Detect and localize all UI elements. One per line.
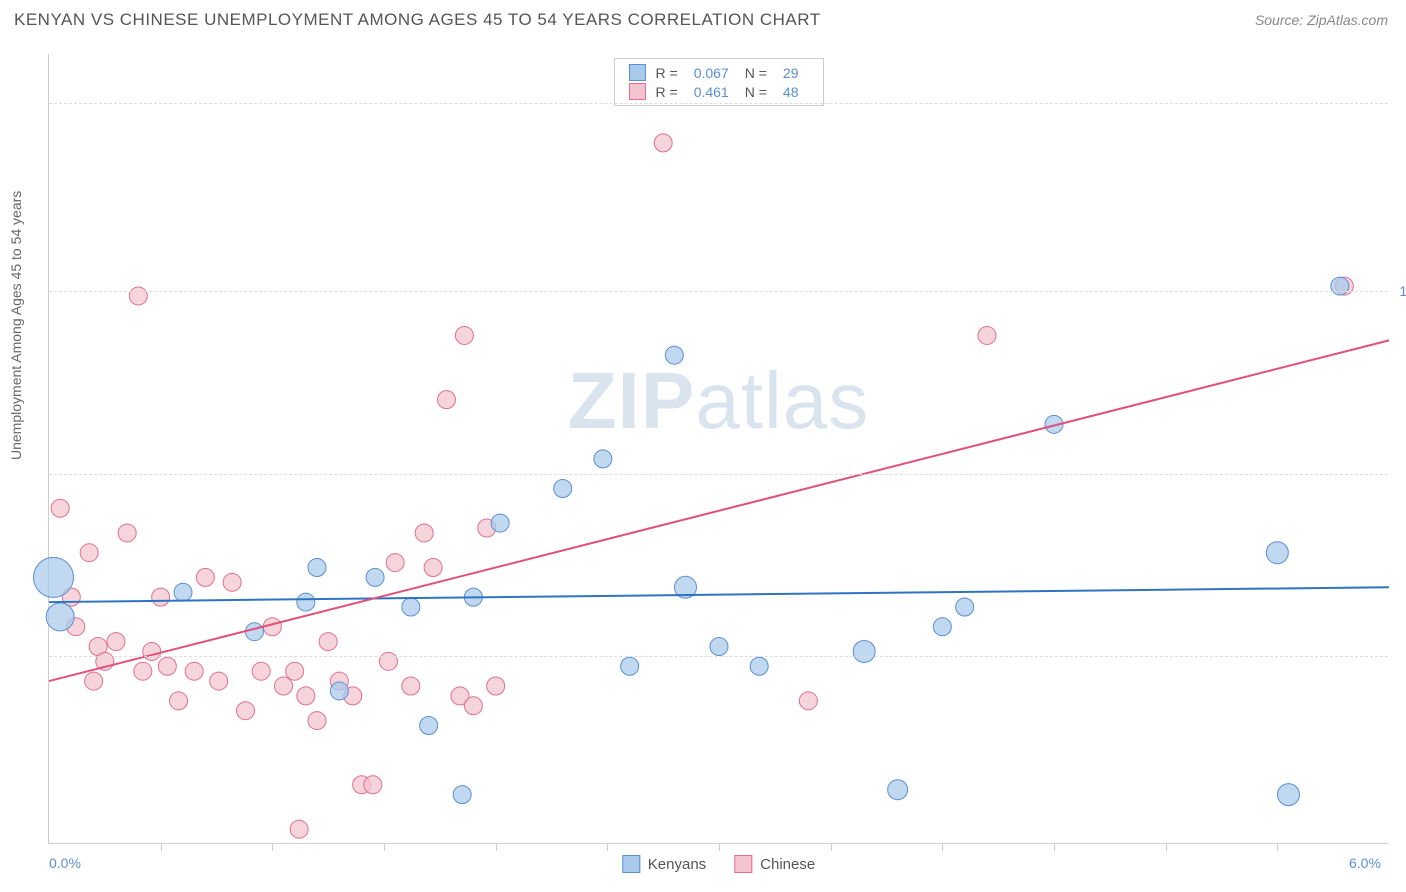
kenyans-point bbox=[621, 657, 639, 675]
chinese-point bbox=[487, 677, 505, 695]
chinese-point bbox=[170, 692, 188, 710]
kenyans-point bbox=[33, 557, 73, 597]
kenyans-point bbox=[453, 786, 471, 804]
gridline bbox=[49, 103, 1388, 104]
chinese-point bbox=[129, 287, 147, 305]
swatch-chinese-icon bbox=[734, 855, 752, 873]
kenyans-point bbox=[330, 682, 348, 700]
kenyans-point bbox=[710, 638, 728, 656]
chinese-point bbox=[308, 712, 326, 730]
chinese-point bbox=[223, 573, 241, 591]
x-tick bbox=[1054, 843, 1055, 851]
x-tick bbox=[1277, 843, 1278, 851]
gridline bbox=[49, 656, 1388, 657]
swatch-chinese bbox=[629, 83, 646, 100]
x-tick-label: 0.0% bbox=[49, 855, 81, 871]
kenyans-point bbox=[665, 346, 683, 364]
y-tick-label: 11.2% bbox=[1399, 283, 1406, 299]
series-legend: Kenyans Chinese bbox=[622, 855, 815, 873]
kenyans-point bbox=[933, 618, 951, 636]
gridline bbox=[49, 291, 1388, 292]
chinese-point bbox=[85, 672, 103, 690]
kenyans-point bbox=[594, 450, 612, 468]
chinese-point bbox=[455, 326, 473, 344]
kenyans-point bbox=[956, 598, 974, 616]
x-tick bbox=[384, 843, 385, 851]
swatch-kenyans-icon bbox=[622, 855, 640, 873]
chinese-point bbox=[143, 642, 161, 660]
chinese-point bbox=[424, 559, 442, 577]
correlation-legend: R =0.067 N =29 R =0.461 N =48 bbox=[614, 58, 824, 106]
swatch-kenyans bbox=[629, 64, 646, 81]
legend-item-chinese: Chinese bbox=[734, 855, 815, 873]
x-tick bbox=[607, 843, 608, 851]
x-tick-label: 6.0% bbox=[1349, 855, 1381, 871]
y-axis-label: Unemployment Among Ages 45 to 54 years bbox=[8, 191, 24, 460]
chinese-point bbox=[252, 662, 270, 680]
chinese-point bbox=[297, 687, 315, 705]
chinese-point bbox=[134, 662, 152, 680]
chinese-point bbox=[364, 776, 382, 794]
chinese-point bbox=[319, 633, 337, 651]
chinese-point bbox=[51, 499, 69, 517]
chinese-point bbox=[402, 677, 420, 695]
chinese-point bbox=[158, 657, 176, 675]
x-tick bbox=[272, 843, 273, 851]
chinese-point bbox=[379, 652, 397, 670]
chinese-point bbox=[185, 662, 203, 680]
legend-row-chinese: R =0.461 N =48 bbox=[629, 82, 809, 101]
chinese-point bbox=[196, 568, 214, 586]
kenyans-point bbox=[297, 593, 315, 611]
chart-plot-area: ZIPatlas R =0.067 N =29 R =0.461 N =48 K… bbox=[48, 54, 1388, 844]
x-tick bbox=[161, 843, 162, 851]
kenyans-point bbox=[750, 657, 768, 675]
chinese-point bbox=[978, 326, 996, 344]
chinese-point bbox=[210, 672, 228, 690]
kenyans-point bbox=[554, 480, 572, 498]
gridline bbox=[49, 474, 1388, 475]
x-tick bbox=[719, 843, 720, 851]
chinese-point bbox=[118, 524, 136, 542]
kenyans-point bbox=[1331, 277, 1349, 295]
chinese-point bbox=[286, 662, 304, 680]
chart-title: KENYAN VS CHINESE UNEMPLOYMENT AMONG AGE… bbox=[14, 10, 821, 30]
chinese-point bbox=[415, 524, 433, 542]
kenyans-point bbox=[491, 514, 509, 532]
kenyans-point bbox=[46, 603, 74, 631]
x-tick bbox=[496, 843, 497, 851]
chinese-point bbox=[386, 554, 404, 572]
chinese-point bbox=[152, 588, 170, 606]
chinese-point bbox=[799, 692, 817, 710]
chinese-point bbox=[654, 134, 672, 152]
chinese-trendline bbox=[49, 340, 1389, 681]
kenyans-point bbox=[402, 598, 420, 616]
kenyans-point bbox=[308, 559, 326, 577]
chinese-point bbox=[275, 677, 293, 695]
chinese-point bbox=[107, 633, 125, 651]
chinese-point bbox=[438, 391, 456, 409]
scatter-plot-svg bbox=[49, 54, 1388, 843]
kenyans-point bbox=[853, 640, 875, 662]
kenyans-point bbox=[366, 568, 384, 586]
kenyans-trendline bbox=[49, 587, 1389, 602]
kenyans-point bbox=[245, 623, 263, 641]
x-tick bbox=[942, 843, 943, 851]
chinese-point bbox=[80, 544, 98, 562]
legend-item-kenyans: Kenyans bbox=[622, 855, 706, 873]
kenyans-point bbox=[174, 583, 192, 601]
kenyans-point bbox=[1266, 542, 1288, 564]
x-tick bbox=[831, 843, 832, 851]
kenyans-point bbox=[420, 717, 438, 735]
chinese-point bbox=[290, 820, 308, 838]
chinese-point bbox=[464, 697, 482, 715]
legend-row-kenyans: R =0.067 N =29 bbox=[629, 63, 809, 82]
chinese-point bbox=[237, 702, 255, 720]
kenyans-point bbox=[1278, 784, 1300, 806]
source-credit: Source: ZipAtlas.com bbox=[1255, 12, 1388, 28]
kenyans-point bbox=[888, 780, 908, 800]
x-tick bbox=[1166, 843, 1167, 851]
